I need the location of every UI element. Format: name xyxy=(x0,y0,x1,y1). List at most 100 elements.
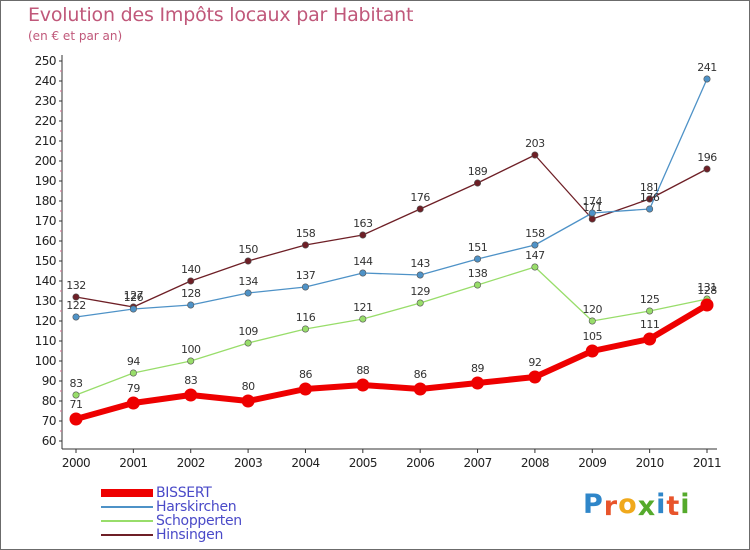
logo-letter: i xyxy=(656,489,667,520)
y-tick-label: 120 xyxy=(35,314,56,328)
legend-swatch-hinsingen xyxy=(101,534,153,536)
y-tick-label: 100 xyxy=(35,354,56,368)
data-label-hinsingen: 203 xyxy=(525,137,545,150)
data-point-harskirchen xyxy=(531,241,539,249)
y-tick-label: 110 xyxy=(35,334,56,348)
series-line-bissert xyxy=(75,302,709,422)
data-point-schopperten xyxy=(531,263,539,271)
data-label-bissert: 89 xyxy=(471,362,484,375)
data-label-hinsingen: 196 xyxy=(697,151,717,164)
data-label-harskirchen: 143 xyxy=(410,257,430,270)
data-point-hinsingen xyxy=(588,215,596,223)
data-label-hinsingen: 127 xyxy=(124,289,144,302)
y-tick-label: 170 xyxy=(35,214,56,228)
x-tick-label: 2009 xyxy=(578,456,606,470)
legend: BISSERT Harskirchen Schopperten Hinsingen xyxy=(101,486,242,542)
data-point-schopperten xyxy=(359,315,367,323)
data-label-schopperten: 116 xyxy=(296,311,316,324)
data-label-harskirchen: 126 xyxy=(124,291,144,304)
data-label-schopperten: 138 xyxy=(468,267,488,280)
data-point-harskirchen xyxy=(588,209,596,217)
y-tick-label: 240 xyxy=(35,74,56,88)
data-point-harskirchen xyxy=(72,313,80,321)
data-label-schopperten: 94 xyxy=(127,355,140,368)
data-point-harskirchen xyxy=(301,283,309,291)
data-label-bissert: 80 xyxy=(242,380,255,393)
legend-label-bissert: BISSERT xyxy=(156,485,212,501)
data-point-schopperten xyxy=(588,317,596,325)
x-tick-label: 2010 xyxy=(636,456,664,470)
x-tick-label: 2001 xyxy=(119,456,147,470)
data-point-bissert xyxy=(356,378,370,392)
data-point-bissert xyxy=(471,376,485,390)
data-point-schopperten xyxy=(301,325,309,333)
chart-subtitle: (en € et par an) xyxy=(28,29,123,43)
x-tick-label: 2005 xyxy=(349,456,377,470)
data-point-schopperten xyxy=(416,299,424,307)
data-label-schopperten: 121 xyxy=(353,301,373,314)
data-label-hinsingen: 171 xyxy=(583,201,603,214)
logo-letter: x xyxy=(637,491,657,522)
y-tick-label: 220 xyxy=(35,114,56,128)
data-point-hinsingen xyxy=(359,231,367,239)
legend-swatch-bissert xyxy=(101,489,153,497)
data-label-harskirchen: 151 xyxy=(468,241,488,254)
y-tick-label: 150 xyxy=(35,254,56,268)
data-label-harskirchen: 137 xyxy=(296,269,316,282)
data-point-hinsingen xyxy=(244,257,252,265)
data-point-schopperten xyxy=(244,339,252,347)
y-tick-label: 90 xyxy=(42,374,56,388)
data-label-harskirchen: 174 xyxy=(583,195,603,208)
legend-item-bissert: BISSERT xyxy=(101,486,242,500)
data-label-hinsingen: 158 xyxy=(296,227,316,240)
data-point-hinsingen xyxy=(474,179,482,187)
data-point-schopperten xyxy=(474,281,482,289)
series-line-schopperten xyxy=(75,266,708,396)
x-tick-label: 2011 xyxy=(693,456,721,470)
data-label-schopperten: 129 xyxy=(410,285,430,298)
x-tick-label: 2004 xyxy=(291,456,319,470)
logo-letter: P xyxy=(583,489,604,520)
y-tick-label: 80 xyxy=(42,394,56,408)
y-tick-label: 190 xyxy=(35,174,56,188)
data-point-harskirchen xyxy=(646,205,654,213)
data-point-harskirchen xyxy=(187,301,195,309)
x-tick-label: 2008 xyxy=(521,456,549,470)
data-point-hinsingen xyxy=(301,241,309,249)
data-point-bissert xyxy=(700,298,714,312)
data-label-harskirchen: 122 xyxy=(66,299,86,312)
data-label-bissert: 88 xyxy=(356,364,369,377)
data-point-hinsingen xyxy=(531,151,539,159)
data-label-harskirchen: 241 xyxy=(697,61,717,74)
x-tick-label: 2000 xyxy=(62,456,90,470)
y-tick-label: 70 xyxy=(42,414,56,428)
data-point-harskirchen xyxy=(244,289,252,297)
legend-item-harskirchen: Harskirchen xyxy=(101,500,242,514)
data-label-bissert: 111 xyxy=(640,318,660,331)
data-label-hinsingen: 132 xyxy=(66,279,86,292)
data-label-harskirchen: 134 xyxy=(238,275,258,288)
data-label-hinsingen: 189 xyxy=(468,165,488,178)
y-tick-label: 200 xyxy=(35,154,56,168)
data-point-schopperten xyxy=(187,357,195,365)
data-label-hinsingen: 181 xyxy=(640,181,660,194)
y-tick-label: 160 xyxy=(35,234,56,248)
data-point-bissert xyxy=(184,388,198,402)
data-label-schopperten: 120 xyxy=(583,303,603,316)
y-tick-label: 210 xyxy=(35,134,56,148)
data-point-hinsingen xyxy=(72,293,80,301)
data-label-hinsingen: 163 xyxy=(353,217,373,230)
data-point-bissert xyxy=(241,394,255,408)
data-label-harskirchen: 144 xyxy=(353,255,373,268)
data-point-hinsingen xyxy=(703,165,711,173)
data-label-schopperten: 125 xyxy=(640,293,660,306)
legend-label-hinsingen: Hinsingen xyxy=(156,527,224,543)
series-line-hinsingen xyxy=(75,154,708,308)
logo-letter: o xyxy=(618,489,638,520)
data-point-bissert xyxy=(643,332,657,346)
legend-item-hinsingen: Hinsingen xyxy=(101,528,242,542)
data-label-harskirchen: 176 xyxy=(640,191,660,204)
data-point-bissert xyxy=(528,370,542,384)
